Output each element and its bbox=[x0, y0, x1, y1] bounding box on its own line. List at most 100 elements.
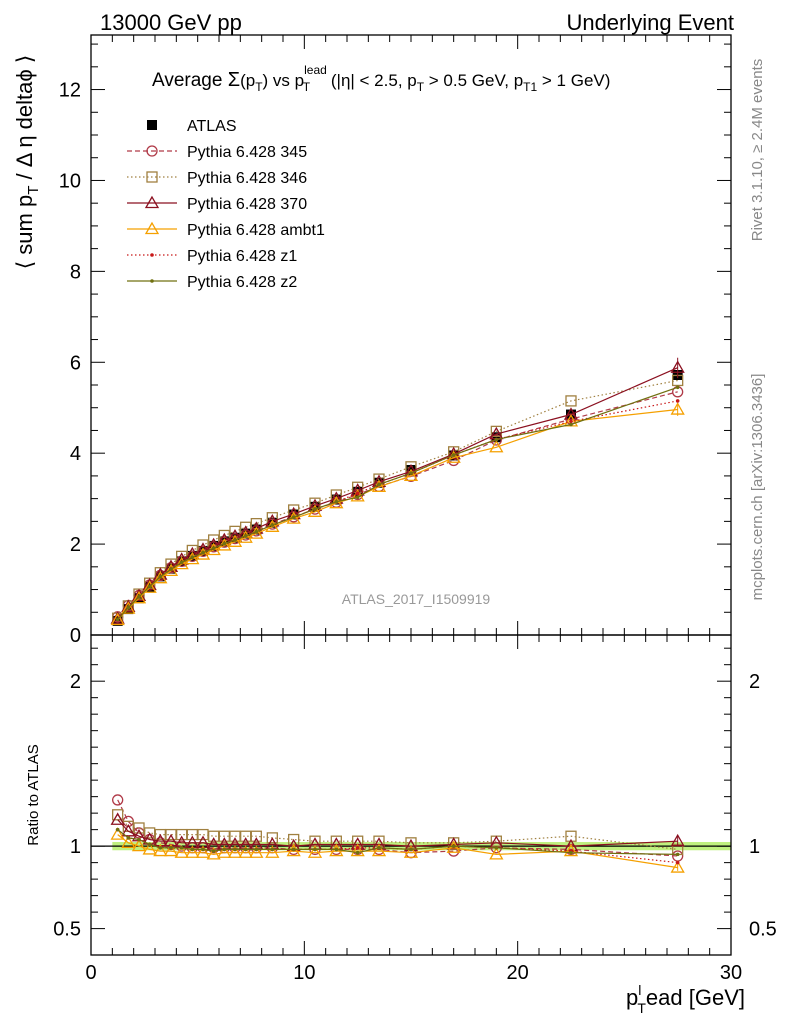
ratio-point-p346 bbox=[197, 828, 209, 841]
ratio-point-z2 bbox=[675, 852, 680, 857]
ratio-point-z2 bbox=[169, 845, 173, 850]
x-tick-label: 10 bbox=[293, 962, 315, 984]
ratio-point-z2 bbox=[334, 847, 339, 852]
ratio-point-z2 bbox=[201, 847, 205, 852]
x-tick-label: 20 bbox=[507, 962, 529, 984]
ratio-point-p346 bbox=[165, 828, 177, 841]
ratio-point-z2 bbox=[254, 847, 259, 852]
ratio-point-p346 bbox=[176, 828, 188, 841]
main-series-z1 bbox=[115, 399, 680, 622]
ratio-series-p345 bbox=[112, 794, 684, 862]
ratio-point-p346 bbox=[144, 827, 156, 839]
ratio-y-tick-label-right: 0.5 bbox=[749, 919, 777, 941]
legend-marker-p345 bbox=[146, 145, 158, 157]
main-point-z2 bbox=[243, 534, 248, 538]
legend-label-p370: Pythia 6.428 370 bbox=[187, 196, 307, 213]
ratio-point-ambt1 bbox=[489, 847, 504, 860]
ratio-y-tick-label-right: 2 bbox=[749, 671, 760, 693]
main-point-ambt1 bbox=[131, 590, 147, 604]
main-point-z2 bbox=[313, 507, 317, 511]
main-point-z2 bbox=[254, 530, 259, 534]
main-point-z1 bbox=[355, 491, 360, 495]
main-point-atlas bbox=[374, 477, 384, 488]
main-point-z2 bbox=[451, 453, 456, 457]
main-point-z2 bbox=[569, 422, 573, 427]
panel-frame bbox=[90, 634, 732, 956]
main-point-z2 bbox=[190, 555, 195, 560]
ratio-point-z2 bbox=[126, 836, 131, 840]
ratio-point-z2 bbox=[313, 847, 317, 852]
ratio-point-z2 bbox=[222, 847, 227, 852]
ratio-point-ambt1 bbox=[110, 827, 125, 840]
main-point-z2 bbox=[211, 546, 216, 550]
ratio-point-p370 bbox=[446, 837, 461, 850]
main-point-ambt1 bbox=[403, 468, 419, 482]
legend-label-z2: Pythia 6.428 z2 bbox=[187, 274, 297, 291]
ratio-point-p346 bbox=[218, 830, 230, 842]
ratio-point-z2 bbox=[569, 850, 573, 855]
ratio-y-axis-label: Ratio to ATLAS bbox=[25, 744, 42, 845]
main-line-p370 bbox=[117, 367, 678, 620]
ratio-point-p346 bbox=[250, 830, 262, 842]
legend-label-ambt1: Pythia 6.428 ambt1 bbox=[187, 222, 325, 239]
ratio-point-z2 bbox=[243, 847, 248, 852]
main-series-p346 bbox=[112, 374, 684, 624]
ratio-point-ambt1 bbox=[227, 845, 243, 858]
ratio-y-tick-label-left: 2 bbox=[70, 671, 81, 693]
legend-marker-p346 bbox=[146, 171, 158, 183]
main-point-z2 bbox=[675, 385, 680, 390]
legend-marker-z1 bbox=[150, 253, 154, 257]
ratio-line-ambt1 bbox=[117, 834, 678, 869]
legend-marker-p370 bbox=[144, 195, 160, 209]
ratio-point-p346 bbox=[208, 830, 220, 842]
legend-marker-atlas bbox=[147, 120, 157, 130]
main-line-z2 bbox=[117, 386, 678, 620]
main-point-atlas bbox=[230, 532, 240, 543]
main-point-p370 bbox=[110, 611, 125, 624]
header-right: Underlying Event bbox=[566, 10, 734, 35]
ratio-point-ambt1 bbox=[163, 843, 179, 857]
main-point-ambt1 bbox=[121, 601, 136, 614]
y-tick-label: 8 bbox=[70, 261, 81, 283]
main-point-z2 bbox=[137, 595, 141, 599]
main-point-z2 bbox=[222, 541, 227, 546]
ratio-y-tick-label-left: 0.5 bbox=[53, 919, 81, 941]
ratio-point-z2 bbox=[270, 847, 275, 852]
main-point-z2 bbox=[355, 495, 360, 500]
main-line-ambt1 bbox=[117, 408, 678, 621]
main-point-z2 bbox=[158, 575, 163, 579]
main-point-atlas bbox=[219, 536, 230, 547]
main-point-z2 bbox=[334, 500, 339, 504]
main-series-atlas bbox=[112, 370, 683, 626]
main-point-z2 bbox=[201, 550, 205, 555]
main-panel-axes: 0 2 4 6 8 10 12 bbox=[59, 34, 732, 647]
main-line-p345 bbox=[117, 391, 678, 618]
main-point-p370 bbox=[153, 567, 168, 580]
main-point-z2 bbox=[291, 515, 296, 520]
main-point-z2 bbox=[126, 605, 131, 610]
ratio-point-ambt1 bbox=[131, 838, 147, 852]
x-tick-label: 30 bbox=[720, 962, 742, 984]
main-point-atlas bbox=[208, 540, 219, 551]
ratio-point-ambt1 bbox=[563, 843, 579, 857]
main-point-atlas bbox=[491, 432, 502, 443]
ratio-point-p346 bbox=[133, 822, 145, 834]
main-series-p370 bbox=[110, 360, 685, 624]
ratio-point-z2 bbox=[179, 845, 184, 850]
ratio-point-ambt1 bbox=[249, 845, 264, 858]
ratio-point-ambt1 bbox=[670, 860, 685, 873]
y-tick-label: 0 bbox=[70, 625, 81, 647]
ratio-point-z2 bbox=[494, 845, 499, 850]
ratio-point-z1 bbox=[355, 845, 360, 850]
main-point-z2 bbox=[377, 482, 381, 487]
main-point-ambt1 bbox=[307, 504, 323, 517]
ratio-point-ambt1 bbox=[153, 843, 168, 857]
ratio-point-z2 bbox=[147, 842, 152, 847]
ratio-point-ambt1 bbox=[350, 843, 365, 857]
ratio-point-z2 bbox=[233, 847, 237, 852]
ratio-y-tick-label-right: 1 bbox=[749, 836, 760, 858]
main-point-z2 bbox=[115, 617, 120, 622]
rivet-label: Rivet 3.1.10, ≥ 2.4M events bbox=[749, 59, 766, 242]
legend-marker-z2 bbox=[150, 279, 154, 283]
